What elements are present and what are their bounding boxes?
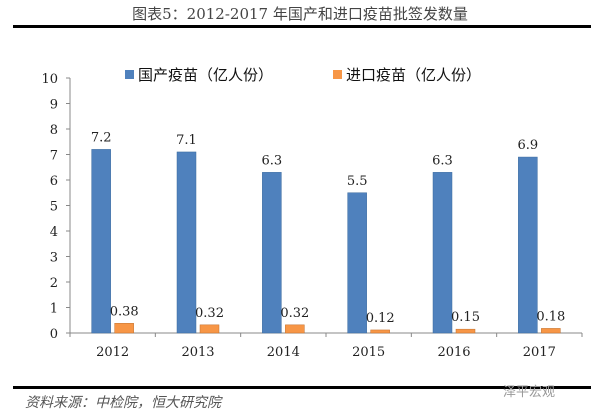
legend-swatch-domestic	[125, 70, 134, 79]
data-label-imported: 0.15	[451, 310, 480, 325]
source-note: 资料来源：中检院，恒大研究院	[25, 395, 221, 411]
x-tick-label: 2013	[181, 345, 214, 360]
data-label-domestic: 5.5	[347, 174, 368, 189]
y-tick-label: 6	[50, 174, 58, 189]
legend-swatch-imported	[333, 70, 342, 79]
data-label-imported: 0.32	[195, 306, 224, 321]
y-tick-label: 10	[41, 72, 58, 87]
bar-imported	[199, 324, 220, 334]
x-tick-label: 2012	[96, 345, 129, 360]
watermark: 泽平宏观	[503, 385, 556, 400]
chart-title: 图表5：2012-2017 年国产和进口疫苗批签发数量	[132, 5, 468, 23]
x-tick-label: 2015	[352, 345, 385, 360]
data-label-imported: 0.12	[366, 311, 395, 326]
y-tick-label: 8	[50, 123, 58, 138]
x-tick-label: 2016	[437, 345, 470, 360]
data-label-imported: 0.32	[280, 306, 309, 321]
bar-domestic	[91, 149, 111, 334]
y-tick-label: 4	[50, 225, 58, 240]
legend-label-domestic: 国产疫苗（亿人份）	[138, 66, 274, 84]
bar-domestic	[262, 172, 282, 334]
y-tick-label: 3	[50, 251, 58, 266]
y-tick-label: 2	[50, 276, 58, 291]
bar-domestic	[518, 156, 538, 334]
y-tick-label: 0	[50, 327, 58, 342]
data-label-imported: 0.18	[536, 309, 565, 324]
bottom-rule	[13, 386, 591, 389]
y-tick-label: 5	[50, 200, 58, 215]
y-tick-label: 7	[50, 149, 58, 164]
bar-domestic	[347, 192, 367, 334]
data-label-domestic: 7.2	[91, 130, 112, 145]
bar-imported	[114, 323, 134, 334]
data-label-domestic: 6.9	[517, 138, 538, 153]
data-label-domestic: 6.3	[432, 153, 453, 168]
bar-domestic	[432, 172, 453, 334]
legend-imported: 进口疫苗（亿人份）	[333, 64, 481, 85]
y-tick-label: 9	[50, 98, 58, 113]
bar-imported	[285, 324, 305, 334]
bar-imported	[541, 328, 561, 334]
bar-imported	[370, 329, 390, 334]
top-rule	[13, 25, 591, 28]
legend-domestic: 国产疫苗（亿人份）	[125, 64, 273, 85]
legend-label-imported: 进口疫苗（亿人份）	[346, 66, 482, 84]
x-tick-label: 2014	[267, 345, 300, 360]
bar-domestic	[176, 151, 197, 334]
data-label-imported: 0.38	[110, 304, 139, 319]
x-tick-label: 2017	[523, 345, 556, 360]
data-label-domestic: 7.1	[176, 133, 197, 148]
y-tick-label: 1	[50, 302, 58, 317]
bar-imported	[455, 328, 476, 334]
data-label-domestic: 6.3	[261, 153, 282, 168]
